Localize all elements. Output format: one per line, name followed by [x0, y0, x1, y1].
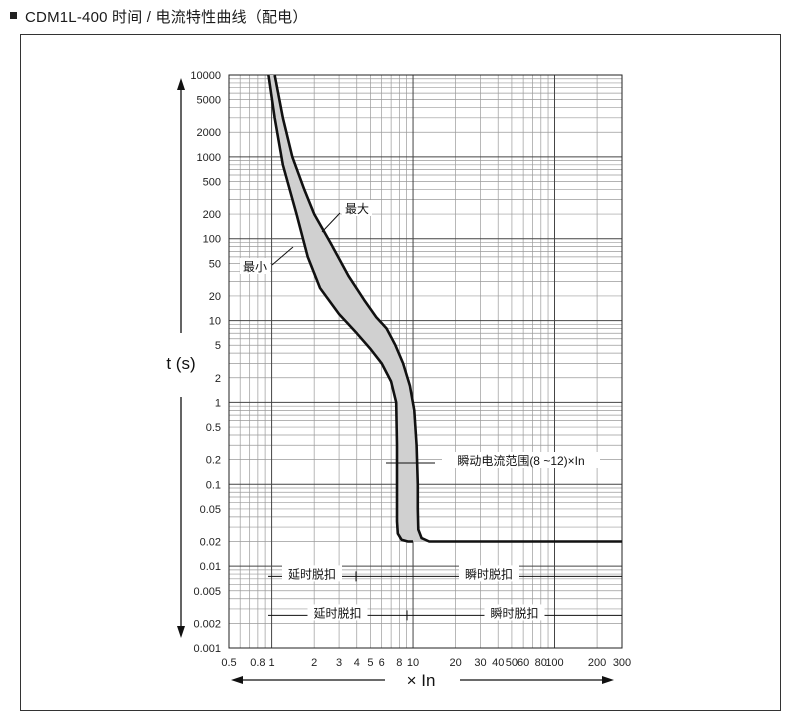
- trip-row-2-instant-label: 瞬时脱扣: [490, 605, 538, 620]
- instant-range-label: 瞬动电流范围(8 ~12)×In: [457, 454, 584, 468]
- y-tick-label: 10: [209, 316, 221, 328]
- series-min-line: [267, 74, 413, 543]
- x-tick-label: 40: [492, 657, 504, 669]
- trip-row-1-delay-label: 延时脱扣: [288, 566, 336, 581]
- x-tick-label: 100: [545, 657, 563, 669]
- x-tick-label: 6: [379, 657, 385, 669]
- y-tick-label: 1000: [197, 152, 221, 164]
- y-tick-label: 2000: [197, 127, 221, 139]
- max-label: 最大: [345, 202, 369, 216]
- trip-row-2-instant-label-bg: [484, 604, 545, 621]
- y-tick-label: 0.001: [193, 643, 221, 655]
- axis-decorations: t (s) × In: [166, 78, 614, 690]
- x-tick-label: 20: [450, 657, 462, 669]
- instant-range-label-bg: [442, 452, 600, 468]
- y-tick-label: 0.002: [193, 618, 221, 630]
- x-axis-label: × In: [407, 671, 436, 690]
- y-tick-label: 500: [203, 176, 221, 188]
- y-tick-label: 0.1: [206, 479, 221, 491]
- x-tick-label: 3: [336, 657, 342, 669]
- arrow-down-icon: [177, 626, 185, 638]
- trip-row-1-delay-label-bg: [282, 565, 342, 582]
- x-tick-label: 0.5: [221, 657, 236, 669]
- y-tick-label: 100: [203, 234, 221, 246]
- y-tick-label: 50: [209, 258, 221, 270]
- trip-row-2-delay-label-bg: [307, 604, 368, 621]
- bullet-square-icon: [10, 12, 17, 19]
- y-tick-label: 5: [215, 340, 221, 352]
- x-tick-label: 8: [396, 657, 402, 669]
- x-tick-label: 60: [517, 657, 529, 669]
- trip-row-2-delay-label: 延时脱扣: [313, 605, 361, 620]
- y-tick-label: 0.05: [200, 504, 221, 516]
- arrow-up-icon: [177, 78, 185, 90]
- plot-border: [228, 74, 623, 649]
- chart-frame: [20, 34, 781, 711]
- min-label: 最小: [243, 260, 267, 274]
- y-tick-label: 200: [203, 209, 221, 221]
- tolerance-band: [268, 75, 430, 542]
- y-tick-label: 0.5: [206, 422, 221, 434]
- x-tick-label: 2: [311, 657, 317, 669]
- x-tick-label: 10: [407, 657, 419, 669]
- min-label-bg: [240, 258, 270, 274]
- x-tick-label: 1: [269, 657, 275, 669]
- arrow-right-icon: [602, 676, 614, 684]
- y-tick-label: 20: [209, 291, 221, 303]
- series-max-line: [273, 74, 622, 543]
- y-tick-label: 5000: [197, 95, 221, 107]
- y-tick-label: 2: [215, 373, 221, 385]
- y-tick-label: 0.02: [200, 537, 221, 549]
- x-tick-label: 50: [506, 657, 518, 669]
- x-tick-label: 0.8: [250, 657, 265, 669]
- x-tick-label: 300: [613, 657, 631, 669]
- x-tick-label: 30: [474, 657, 486, 669]
- page-title-text: CDM1L-400 时间 / 电流特性曲线（配电）: [25, 9, 308, 26]
- x-tick-label: 200: [588, 657, 606, 669]
- x-tick-label: 4: [354, 657, 360, 669]
- page-title: CDM1L-400 时间 / 电流特性曲线（配电）: [10, 6, 308, 27]
- max-leader-line: [321, 212, 341, 233]
- y-tick-label: 0.01: [200, 561, 221, 573]
- min-leader-line: [271, 246, 294, 266]
- curve-series: [267, 74, 622, 543]
- x-tick-label: 5: [367, 657, 373, 669]
- arrow-left-icon: [231, 676, 243, 684]
- trip-row-1-instant-label-bg: [459, 565, 519, 582]
- max-label-bg: [342, 200, 372, 216]
- y-axis-label: t (s): [166, 354, 195, 373]
- y-tick-labels: 10000 5000 2000 1000 500 200 100 50 20 10 5 2 1 0.5 0.…: [190, 70, 221, 655]
- tolerance-band-area: [268, 75, 430, 542]
- trip-row-1-instant-label: 瞬时脱扣: [465, 566, 513, 581]
- y-tick-label: 0.005: [193, 586, 221, 598]
- x-tick-label: 80: [535, 657, 547, 669]
- y-tick-label: 0.2: [206, 455, 221, 467]
- y-tick-label: 1: [215, 397, 221, 409]
- grid-major: [229, 74, 622, 649]
- y-tick-label: 10000: [190, 70, 221, 82]
